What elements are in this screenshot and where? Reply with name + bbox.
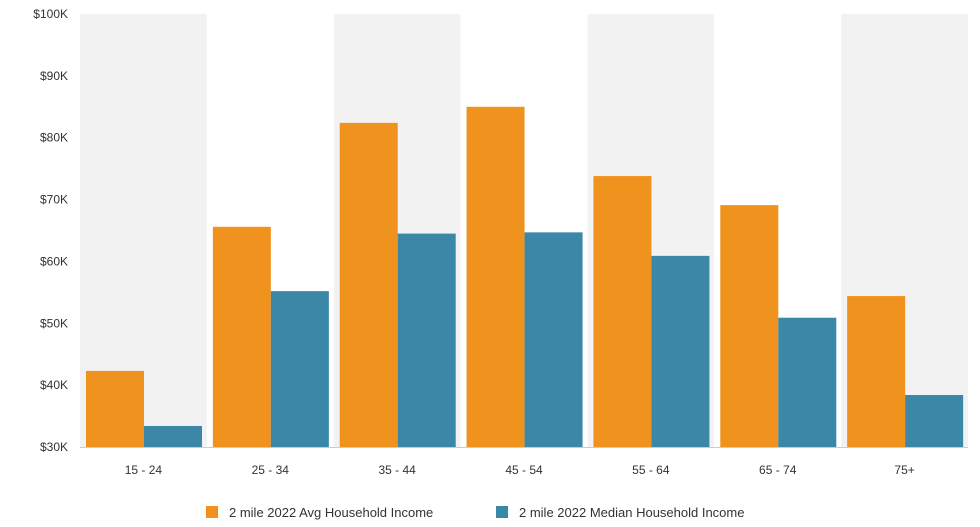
- x-tick-label: 65 - 74: [759, 463, 797, 477]
- legend-swatch: [206, 506, 218, 518]
- median-income-bar[interactable]: [651, 255, 710, 447]
- x-axis: 15 - 24 25 - 34 35 - 44 45 - 54 55 - 64 65 - …: [80, 447, 968, 477]
- y-axis: $30K $40K $50K $60K $70K $80K $90K $100K: [33, 7, 68, 454]
- y-tick-label: $30K: [40, 440, 68, 454]
- x-tick-label: 55 - 64: [632, 463, 670, 477]
- avg-income-bar[interactable]: [339, 122, 398, 448]
- y-tick-label: $50K: [40, 316, 68, 330]
- x-tick-label: 15 - 24: [125, 463, 163, 477]
- y-tick-label: $70K: [40, 193, 68, 207]
- y-tick-label: $80K: [40, 131, 68, 145]
- legend-label: 2 mile 2022 Avg Household Income: [229, 505, 433, 520]
- median-income-bar[interactable]: [524, 232, 583, 447]
- avg-income-bar[interactable]: [720, 205, 779, 447]
- x-tick-label: 45 - 54: [505, 463, 543, 477]
- avg-income-bar[interactable]: [466, 106, 525, 448]
- median-income-bar[interactable]: [270, 291, 329, 447]
- x-tick-label: 75+: [894, 463, 914, 477]
- median-income-bar[interactable]: [905, 395, 964, 447]
- avg-income-bar[interactable]: [847, 296, 906, 447]
- avg-income-bar[interactable]: [86, 370, 144, 447]
- median-income-bar[interactable]: [778, 317, 837, 447]
- y-tick-label: $60K: [40, 254, 68, 268]
- avg-income-bar[interactable]: [212, 226, 271, 447]
- legend-label: 2 mile 2022 Median Household Income: [519, 505, 744, 520]
- x-tick-label: 25 - 34: [252, 463, 290, 477]
- median-income-bar[interactable]: [144, 425, 202, 447]
- avg-income-bar[interactable]: [593, 176, 652, 447]
- bars: [86, 106, 964, 448]
- median-income-bar[interactable]: [397, 233, 456, 447]
- y-tick-label: $40K: [40, 378, 68, 392]
- legend-swatch: [496, 506, 508, 518]
- legend: 2 mile 2022 Avg Household Income 2 mile 2…: [206, 505, 744, 520]
- y-tick-label: $90K: [40, 69, 68, 83]
- y-tick-label: $100K: [33, 7, 68, 21]
- x-tick-label: 35 - 44: [378, 463, 416, 477]
